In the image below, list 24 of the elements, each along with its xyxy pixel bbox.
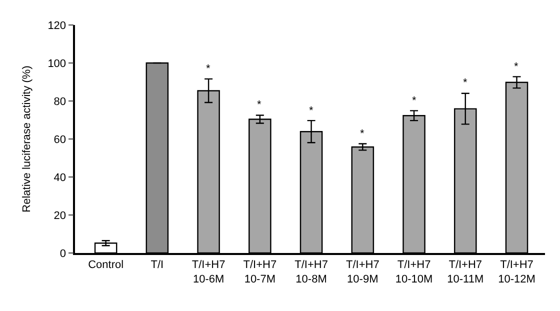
y-tick-label: 80: [54, 96, 66, 108]
y-tick-label: 40: [54, 172, 66, 184]
annotation: *: [206, 63, 211, 75]
y-tick-label: 0: [60, 248, 66, 260]
x-tick-label: T/I+H7 10-11M: [447, 258, 484, 286]
x-tick-label: T/I+H7 10-12M: [498, 258, 536, 286]
x-tick-label: T/I+H7 10-7M: [243, 258, 277, 286]
y-tick-label: 20: [54, 210, 66, 222]
annotation: *: [360, 128, 365, 140]
y-tick-label: 100: [48, 58, 66, 70]
annotation: *: [257, 99, 262, 111]
x-tick-label: T/I+H7 10-10M: [395, 258, 433, 286]
x-tick-label: T/I+H7 10-6M: [192, 258, 226, 286]
annotation: *: [309, 105, 314, 117]
x-tick-label: T/I+H7 10-9M: [346, 258, 380, 286]
annotation: *: [412, 95, 417, 107]
annotation: *: [463, 77, 468, 89]
annotation: *: [514, 61, 519, 73]
y-tick-label: 60: [54, 134, 66, 146]
x-tick-label: Control: [88, 258, 124, 271]
y-axis-title: Relative luciferase activity (%): [20, 66, 33, 212]
y-tick-label: 120: [48, 20, 66, 32]
x-tick-label: T/I: [150, 258, 164, 271]
x-tick-label: T/I+H7 10-8M: [294, 258, 328, 286]
